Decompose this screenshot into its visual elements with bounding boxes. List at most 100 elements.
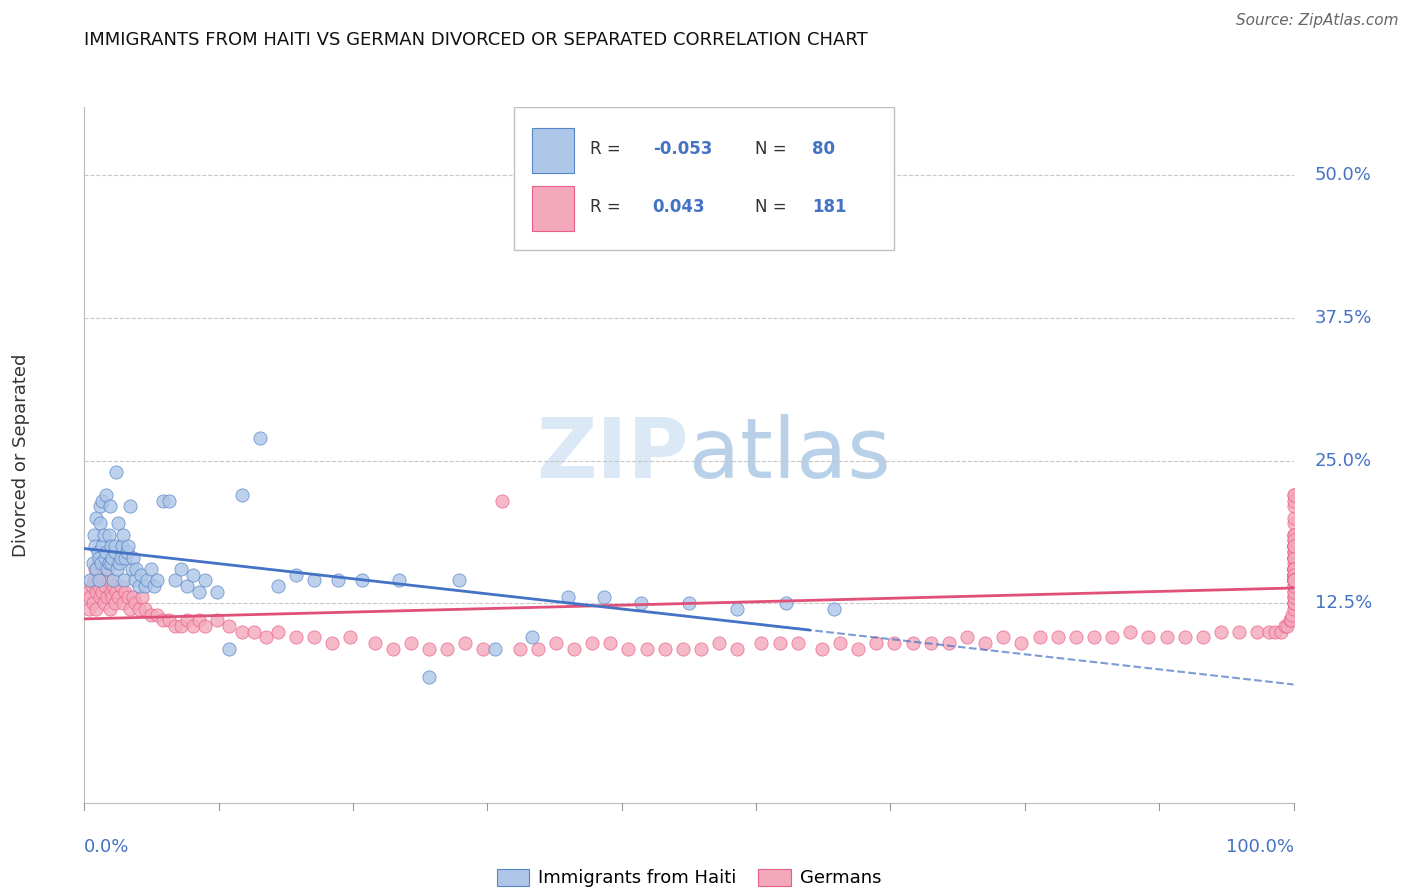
Point (449, 574, 471, 588)
Point (86, 556, 108, 570)
Point (1270, 624, 1292, 639)
Point (725, 602, 748, 616)
Point (786, 636, 808, 650)
Text: IMMIGRANTS FROM HAITI VS GERMAN DIVORCED OR SEPARATED CORRELATION CHART: IMMIGRANTS FROM HAITI VS GERMAN DIVORCED… (84, 31, 868, 49)
Point (509, 641, 531, 656)
Point (86, 602, 108, 616)
Point (104, 465, 127, 479)
Point (630, 596, 652, 610)
Point (218, 619, 240, 633)
Point (1282, 562, 1305, 576)
Text: R =: R = (589, 197, 626, 216)
Point (920, 636, 942, 650)
Point (1282, 574, 1305, 588)
Point (83, 574, 105, 588)
Point (125, 562, 148, 576)
Text: 0.043: 0.043 (652, 197, 706, 216)
Text: N =: N = (755, 197, 793, 216)
Text: 25.0%: 25.0% (1315, 451, 1372, 469)
Point (1282, 584, 1305, 599)
Point (207, 613, 229, 627)
Point (527, 641, 550, 656)
Point (302, 574, 325, 588)
Point (599, 636, 621, 650)
Point (152, 613, 174, 627)
Point (1282, 579, 1305, 593)
Text: 181: 181 (813, 197, 846, 216)
Point (91, 493, 114, 508)
Point (231, 488, 253, 502)
Point (1282, 591, 1305, 605)
Point (865, 636, 887, 650)
Point (267, 624, 290, 639)
Point (124, 596, 146, 610)
Point (956, 631, 979, 645)
Point (96, 562, 118, 576)
Point (128, 602, 150, 616)
Point (86, 574, 108, 588)
Point (87, 574, 110, 588)
Text: R =: R = (589, 140, 626, 158)
Point (938, 636, 960, 650)
Point (86, 562, 108, 576)
Point (146, 607, 169, 622)
Point (1282, 602, 1305, 616)
Point (194, 574, 217, 588)
Point (188, 613, 211, 627)
Point (1282, 528, 1305, 542)
Point (1282, 574, 1305, 588)
Point (1282, 516, 1305, 531)
Point (87, 579, 110, 593)
Point (636, 641, 658, 656)
Text: 100.0%: 100.0% (1226, 838, 1294, 856)
Point (254, 631, 277, 645)
Point (111, 539, 134, 553)
Point (454, 636, 477, 650)
Point (1282, 579, 1305, 593)
Point (993, 631, 1015, 645)
Point (1083, 631, 1105, 645)
Point (107, 516, 129, 531)
Point (218, 641, 240, 656)
Point (399, 636, 422, 650)
Point (121, 562, 143, 576)
Point (1274, 619, 1296, 633)
Point (1282, 574, 1305, 588)
Point (1227, 624, 1250, 639)
Point (121, 591, 143, 605)
Point (110, 550, 132, 565)
Point (1282, 567, 1305, 582)
Point (124, 574, 146, 588)
Point (484, 641, 506, 656)
Point (134, 602, 156, 616)
Point (1282, 550, 1305, 565)
Point (100, 539, 122, 553)
Point (768, 636, 790, 650)
Point (104, 584, 127, 599)
Text: 12.5%: 12.5% (1315, 594, 1372, 612)
Point (121, 550, 143, 565)
Point (1278, 613, 1301, 627)
Point (1119, 624, 1142, 639)
Point (89, 516, 111, 531)
Point (170, 619, 193, 633)
Point (249, 431, 271, 445)
Point (94, 579, 117, 593)
Point (1282, 567, 1305, 582)
FancyBboxPatch shape (513, 107, 894, 250)
Point (436, 641, 458, 656)
Point (207, 584, 229, 599)
Point (418, 641, 440, 656)
Point (97, 574, 120, 588)
Point (100, 556, 122, 570)
Point (84, 562, 107, 576)
Point (1156, 631, 1178, 645)
Point (98, 500, 121, 514)
Point (94, 545, 117, 559)
Point (1101, 631, 1123, 645)
Point (1282, 550, 1305, 565)
Point (231, 624, 253, 639)
Point (1046, 631, 1069, 645)
Point (830, 636, 852, 650)
Point (1282, 596, 1305, 610)
